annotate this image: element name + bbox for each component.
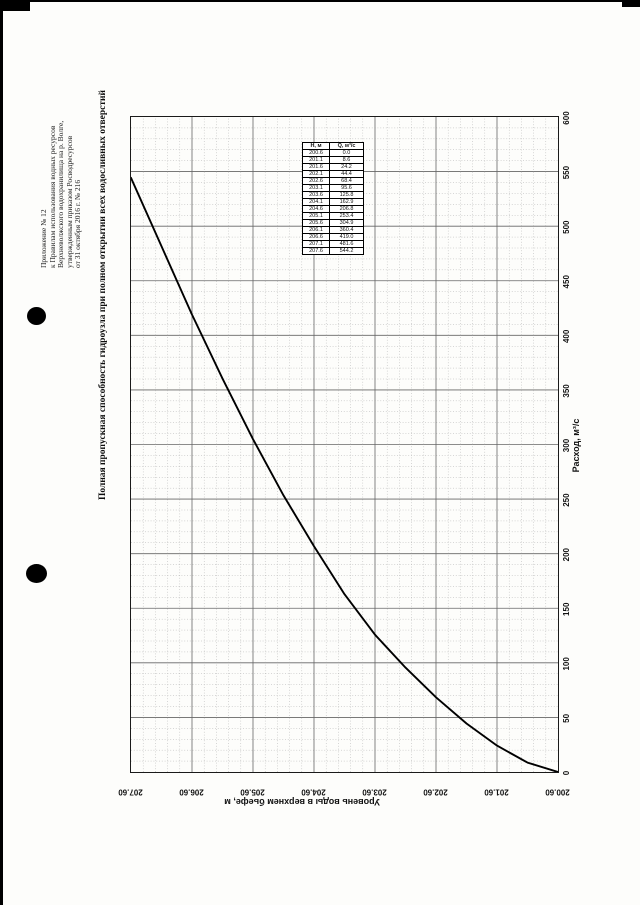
table-row: 204.1 162.9 [302,198,364,206]
scan-blob-top-left [0,0,30,11]
table-row: 205.1 253.4 [302,212,364,220]
table-cell: 304.9 [329,219,364,227]
table-cell: Н, м [302,142,330,150]
x-tick-label: 0 [562,770,571,776]
table-cell: 206.6 [302,233,330,241]
table-cell: Q, м³/с [329,142,364,150]
table-cell: 201.6 [302,163,330,171]
table-row: 203.1 95.6 [302,184,364,192]
table-cell: 0.0 [329,149,364,157]
scan-edge-top [0,0,640,2]
y-tick-label: 206.60 [178,787,204,797]
table-row: 206.6 419.0 [302,233,364,241]
y-tick-label: 207.60 [117,787,143,797]
x-tick-label: 300 [562,438,571,453]
table-cell: 44.4 [329,170,364,178]
table-row: 201.1 8.6 [302,156,364,164]
appendix-reference: Приложение № 12 к Правилам использования … [39,88,83,268]
x-tick-label: 500 [562,220,571,234]
x-tick-label: 150 [562,602,571,616]
landscape-content: Приложение № 12 к Правилам использования … [30,80,590,820]
table-cell: 206.1 [302,226,330,234]
table-row: 202.1 44.4 [302,170,364,178]
table-cell: 204.1 [302,198,330,206]
x-tick-label: 600 [562,111,571,125]
punch-hole-bottom [26,564,47,583]
y-tick-label: 205.60 [239,787,265,797]
table-cell: 201.1 [302,156,330,164]
y-tick-label: 201.60 [483,787,509,797]
table-row: 204.6 206.8 [302,205,364,213]
table-cell: 95.6 [329,184,364,192]
x-tick-label: 400 [562,329,571,344]
table-cell: 8.6 [329,156,364,164]
appendix-line: от 31 октября 2016 г. № 216 [73,179,83,268]
table-cell: 360.4 [329,226,364,234]
table-cell: 205.1 [302,212,330,220]
table-cell: 207.1 [302,240,330,248]
x-tick-label: 200 [562,548,571,562]
table-cell: 162.9 [329,198,364,206]
table-row: 206.1 360.4 [302,226,364,234]
table-row: 200.6 0.0 [302,149,364,157]
table-cell: 203.6 [302,191,330,199]
data-table-rotator: Н, м Q, м³/с 200.6 0.0 201.1 8.6 201.6 24.2 202.… [302,142,364,255]
table-cell: 200.6 [302,149,330,157]
table-cell: 544.2 [329,247,364,255]
y-tick-label: 200.60 [544,787,570,797]
x-tick-label: 450 [562,275,571,289]
table-row: 205.6 304.9 [302,219,364,227]
x-tick-label: 250 [562,493,571,507]
chart-title: Полная пропускная способность гидроузла … [98,90,108,501]
table-cell: 68.4 [329,177,364,185]
x-tick-label: 100 [562,657,571,671]
table-row: 207.6 544.2 [302,247,364,255]
table-row: 202.6 68.4 [302,177,364,185]
table-header-row: Н, м Q, м³/с [302,142,364,150]
y-tick-label: 204.60 [300,787,326,797]
table-cell: 419.0 [329,233,364,241]
table-row: 203.6 125.8 [302,191,364,199]
table-cell: 481.6 [329,240,364,248]
data-table-wrapper: Н, м Q, м³/с 200.6 0.0 201.1 8.6 201.6 24.2 202.… [302,142,364,255]
rating-curve-table: Н, м Q, м³/с 200.6 0.0 201.1 8.6 201.6 24.2 202.… [302,142,364,255]
table-cell: 202.1 [302,170,330,178]
discharge-curve [131,176,558,772]
table-row: 207.1 481.6 [302,240,364,248]
table-cell: 253.4 [329,212,364,220]
table-cell: 204.6 [302,205,330,213]
table-cell: 205.6 [302,219,330,227]
y-tick-label: 202.60 [422,787,448,797]
x-tick-label: 50 [562,713,571,723]
table-cell: 202.6 [302,177,330,185]
y-tick-label: 203.60 [361,787,387,797]
table-cell: 125.8 [329,191,364,199]
plot-area: Н, м Q, м³/с 200.6 0.0 201.1 8.6 201.6 24.2 202.… [130,116,559,773]
table-cell: 206.8 [329,205,364,213]
scan-edge-left [0,0,3,905]
table-row: 201.6 24.2 [302,163,364,171]
table-cell: 207.6 [302,247,330,255]
table-cell: 203.1 [302,184,330,192]
scan-blob-top-right [622,0,640,7]
x-tick-label: 550 [562,165,571,180]
table-cell: 24.2 [329,163,364,171]
y-axis-title: Уровень воды в верхнем бьефе, м [224,797,380,807]
x-tick-label: 350 [562,384,571,398]
x-axis-title: Расход, м³/с [571,418,581,473]
punch-hole-top [27,307,46,325]
